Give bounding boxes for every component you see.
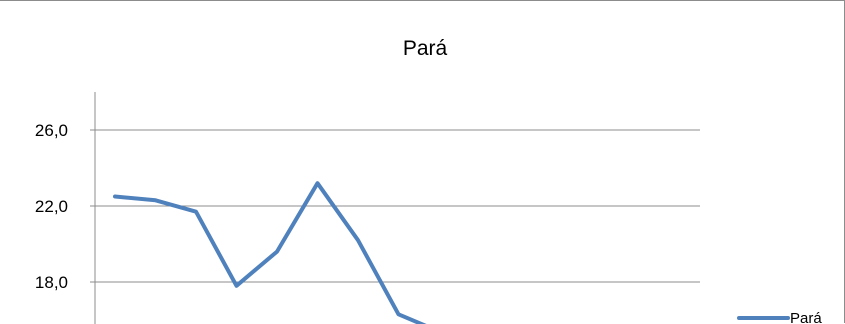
chart-title: Pará — [403, 37, 448, 60]
y-tick-labels: 18,0 22,0 26,0 — [35, 121, 68, 292]
y-tick-label: 22,0 — [35, 197, 68, 216]
legend-label: Pará — [790, 310, 822, 324]
legend: Pará — [739, 310, 822, 324]
y-tick-label: 18,0 — [35, 273, 68, 292]
y-tick-label: 26,0 — [35, 121, 68, 140]
series-line-para — [115, 183, 439, 324]
series-layer — [115, 183, 439, 324]
